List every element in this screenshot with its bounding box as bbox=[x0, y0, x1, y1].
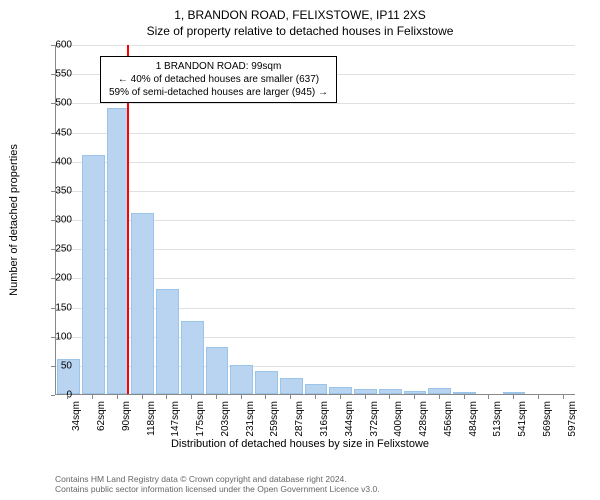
bar bbox=[453, 392, 476, 394]
chart-title-2: Size of property relative to detached ho… bbox=[0, 24, 600, 38]
info-box: 1 BRANDON ROAD: 99sqm ← 40% of detached … bbox=[100, 56, 337, 103]
y-tick-label: 300 bbox=[42, 215, 72, 226]
x-tick-label: 34sqm bbox=[71, 401, 82, 431]
info-line1: 1 BRANDON ROAD: 99sqm bbox=[109, 60, 328, 73]
x-axis-title: Distribution of detached houses by size … bbox=[0, 438, 600, 450]
y-tick-label: 550 bbox=[42, 69, 72, 80]
footer-line1: Contains HM Land Registry data © Crown c… bbox=[55, 474, 380, 484]
bar bbox=[230, 365, 253, 394]
x-tick bbox=[265, 395, 266, 399]
y-tick bbox=[51, 278, 55, 279]
bar bbox=[404, 391, 427, 395]
y-tick-label: 600 bbox=[42, 40, 72, 51]
y-tick bbox=[51, 45, 55, 46]
bar bbox=[156, 289, 179, 394]
x-tick bbox=[216, 395, 217, 399]
footer: Contains HM Land Registry data © Crown c… bbox=[55, 474, 380, 494]
bar bbox=[181, 321, 204, 394]
y-tick bbox=[51, 366, 55, 367]
bar bbox=[206, 347, 229, 394]
x-tick-label: 541sqm bbox=[517, 401, 528, 437]
x-tick-label: 484sqm bbox=[468, 401, 479, 437]
y-tick bbox=[51, 308, 55, 309]
footer-line2: Contains public sector information licen… bbox=[55, 484, 380, 494]
y-tick-label: 500 bbox=[42, 98, 72, 109]
bar bbox=[305, 384, 328, 395]
gridline bbox=[56, 162, 575, 163]
bar bbox=[329, 387, 352, 394]
x-tick bbox=[414, 395, 415, 399]
x-tick bbox=[340, 395, 341, 399]
x-tick bbox=[191, 395, 192, 399]
bar bbox=[428, 388, 451, 394]
gridline bbox=[56, 45, 575, 46]
x-tick-label: 513sqm bbox=[492, 401, 503, 437]
x-tick bbox=[241, 395, 242, 399]
y-tick bbox=[51, 220, 55, 221]
x-tick bbox=[92, 395, 93, 399]
y-tick bbox=[51, 74, 55, 75]
x-tick-label: 62sqm bbox=[96, 401, 107, 431]
x-tick bbox=[117, 395, 118, 399]
x-tick-label: 90sqm bbox=[121, 401, 132, 431]
gridline bbox=[56, 103, 575, 104]
x-tick bbox=[166, 395, 167, 399]
bar bbox=[379, 389, 402, 394]
y-tick bbox=[51, 103, 55, 104]
x-tick bbox=[315, 395, 316, 399]
x-tick bbox=[538, 395, 539, 399]
x-tick bbox=[488, 395, 489, 399]
bar bbox=[82, 155, 105, 394]
x-tick bbox=[513, 395, 514, 399]
x-tick-label: 428sqm bbox=[418, 401, 429, 437]
y-tick-label: 250 bbox=[42, 244, 72, 255]
x-tick bbox=[439, 395, 440, 399]
y-tick-label: 450 bbox=[42, 127, 72, 138]
info-line2: ← 40% of detached houses are smaller (63… bbox=[109, 73, 328, 86]
x-tick bbox=[464, 395, 465, 399]
x-tick-label: 344sqm bbox=[344, 401, 355, 437]
x-tick-label: 597sqm bbox=[567, 401, 578, 437]
x-tick-label: 456sqm bbox=[443, 401, 454, 437]
x-tick-label: 569sqm bbox=[542, 401, 553, 437]
x-tick-label: 203sqm bbox=[220, 401, 231, 437]
bar bbox=[255, 371, 278, 394]
x-tick-label: 231sqm bbox=[245, 401, 256, 437]
y-tick-label: 100 bbox=[42, 331, 72, 342]
gridline bbox=[56, 133, 575, 134]
x-tick-label: 147sqm bbox=[170, 401, 181, 437]
x-tick-label: 175sqm bbox=[195, 401, 206, 437]
y-tick bbox=[51, 133, 55, 134]
y-tick-label: 50 bbox=[42, 360, 72, 371]
y-tick bbox=[51, 162, 55, 163]
y-tick-label: 150 bbox=[42, 302, 72, 313]
x-tick bbox=[67, 395, 68, 399]
y-axis-title: Number of detached properties bbox=[8, 144, 20, 296]
x-tick bbox=[290, 395, 291, 399]
bar bbox=[131, 213, 154, 394]
x-tick-label: 259sqm bbox=[269, 401, 280, 437]
x-tick-label: 316sqm bbox=[319, 401, 330, 437]
y-tick-label: 400 bbox=[42, 156, 72, 167]
info-line3: 59% of semi-detached houses are larger (… bbox=[109, 86, 328, 99]
y-tick bbox=[51, 395, 55, 396]
y-tick-label: 200 bbox=[42, 273, 72, 284]
bar bbox=[354, 389, 377, 394]
x-tick bbox=[563, 395, 564, 399]
gridline bbox=[56, 191, 575, 192]
x-tick-label: 118sqm bbox=[146, 401, 157, 436]
x-tick-label: 400sqm bbox=[393, 401, 404, 437]
y-tick bbox=[51, 191, 55, 192]
x-tick bbox=[142, 395, 143, 399]
x-tick-label: 372sqm bbox=[369, 401, 380, 437]
chart-title-1: 1, BRANDON ROAD, FELIXSTOWE, IP11 2XS bbox=[0, 8, 600, 22]
bar bbox=[280, 378, 303, 394]
y-tick-label: 350 bbox=[42, 185, 72, 196]
x-tick bbox=[389, 395, 390, 399]
y-tick bbox=[51, 249, 55, 250]
x-tick bbox=[365, 395, 366, 399]
bar bbox=[503, 392, 526, 394]
y-tick bbox=[51, 337, 55, 338]
x-tick-label: 287sqm bbox=[294, 401, 305, 437]
